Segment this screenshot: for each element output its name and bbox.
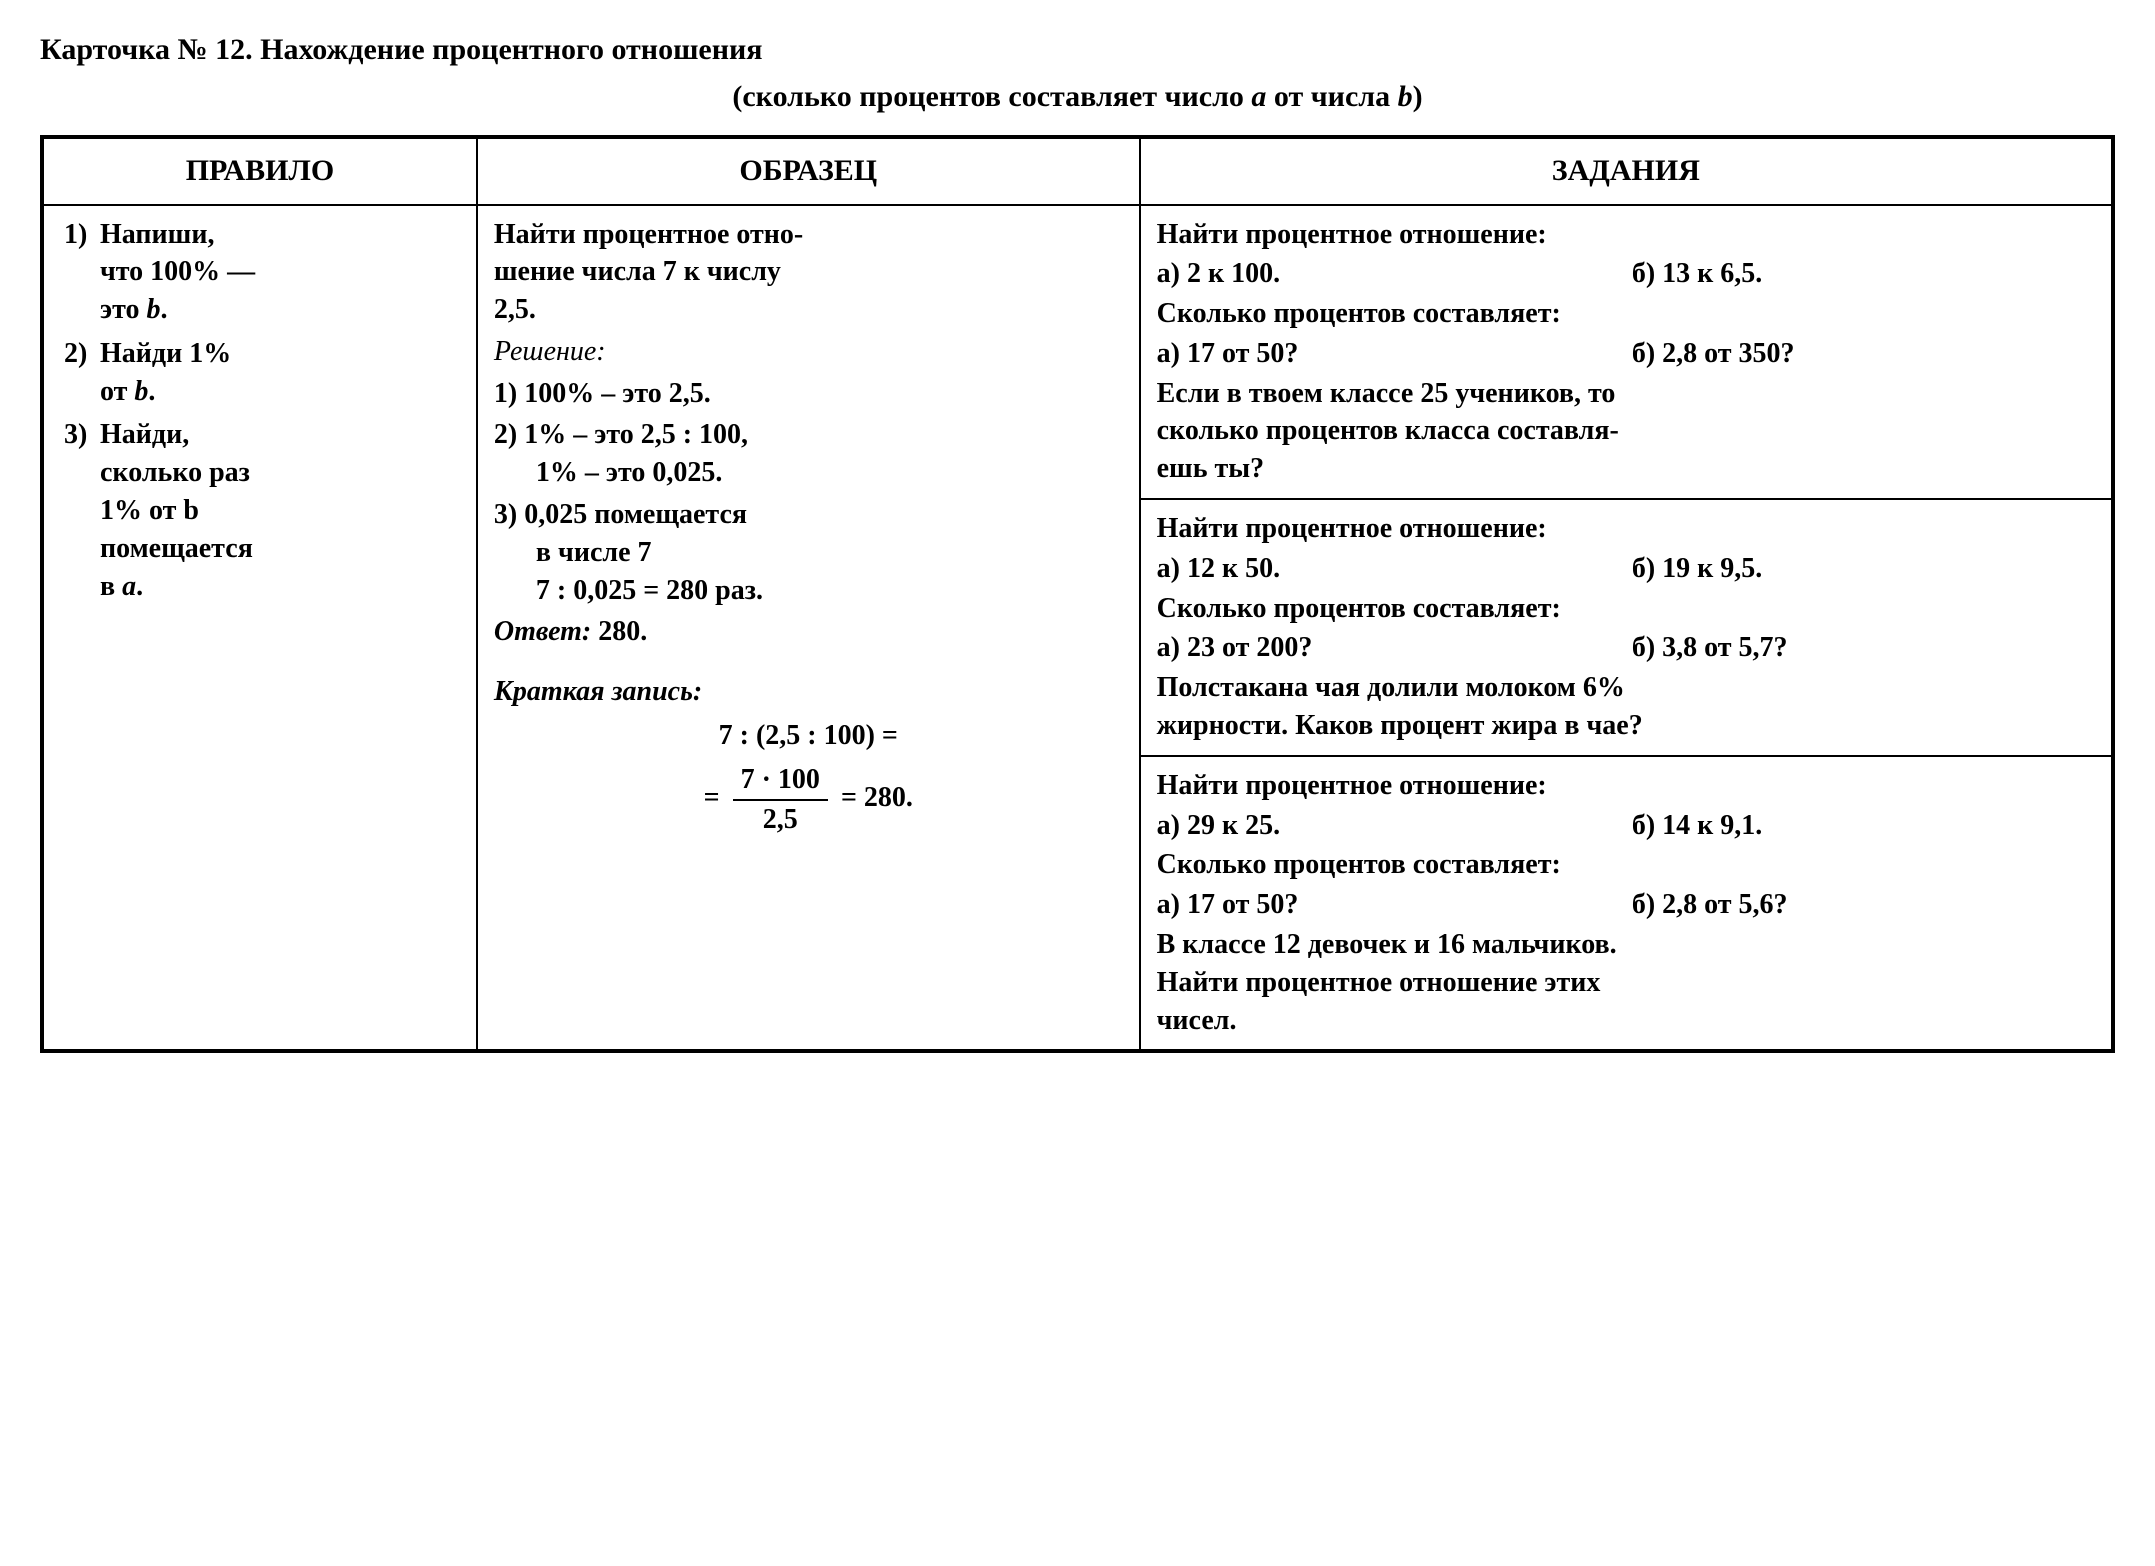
sample-cell: Найти процентное отно- шение числа 7 к ч…	[477, 205, 1140, 1052]
var-b: b	[1398, 80, 1413, 113]
title-line-2: (сколько процентов составляет число a от…	[40, 77, 2115, 118]
header-sample: ОБРАЗЕЦ	[477, 137, 1140, 205]
table-header-row: ПРАВИЛО ОБРАЗЕЦ ЗАДАНИЯ	[42, 137, 2113, 205]
card-table: ПРАВИЛО ОБРАЗЕЦ ЗАДАНИЯ 1)Напиши,что 100…	[40, 135, 2115, 1053]
sample-intro: Найти процентное отно- шение числа 7 к ч…	[494, 216, 1123, 329]
rule-item-2: 2)Найди 1%от b.	[64, 335, 460, 411]
table-body-row-1: 1)Напиши,что 100% —это b. 2)Найди 1%от b…	[42, 205, 2113, 500]
solution-answer: Ответ: 280.	[494, 613, 1123, 651]
task-block-3: Найти процентное отношение: а) 29 к 25.б…	[1140, 756, 2113, 1052]
solution-step-3: 3) 0,025 помещается в числе 7 7 : 0,025 …	[494, 496, 1123, 609]
fraction: 7 · 1002,5	[733, 761, 828, 839]
solution-step-1: 1) 100% – это 2,5.	[494, 375, 1123, 413]
var-a: a	[1251, 80, 1266, 113]
title-line-1: Карточка № 12. Нахождение процентного от…	[40, 30, 2115, 71]
solution-label: Решение:	[494, 333, 1123, 371]
rule-item-1: 1)Напиши,что 100% —это b.	[64, 216, 460, 329]
task-block-1: Найти процентное отношение: а) 2 к 100.б…	[1140, 205, 2113, 500]
task-block-2: Найти процентное отношение: а) 12 к 50.б…	[1140, 499, 2113, 756]
rule-cell: 1)Напиши,что 100% —это b. 2)Найди 1%от b…	[42, 205, 477, 1052]
card-title: Карточка № 12. Нахождение процентного от…	[40, 30, 2115, 117]
short-expr-1: 7 : (2,5 : 100) =	[494, 717, 1123, 755]
solution-step-2: 2) 1% – это 2,5 : 100, 1% – это 0,025.	[494, 416, 1123, 492]
rule-item-3: 3)Найди,сколько раз1% от bпомещаетсяв a.	[64, 416, 460, 605]
header-tasks: ЗАДАНИЯ	[1140, 137, 2113, 205]
title-main: Нахождение процентного отношения	[253, 33, 763, 66]
header-rule: ПРАВИЛО	[42, 137, 477, 205]
short-form: Краткая запись: 7 : (2,5 : 100) = = 7 · …	[494, 673, 1123, 838]
short-expr-2: = 7 · 1002,5 = 280.	[494, 761, 1123, 839]
title-card-number: Карточка № 12.	[40, 33, 253, 66]
